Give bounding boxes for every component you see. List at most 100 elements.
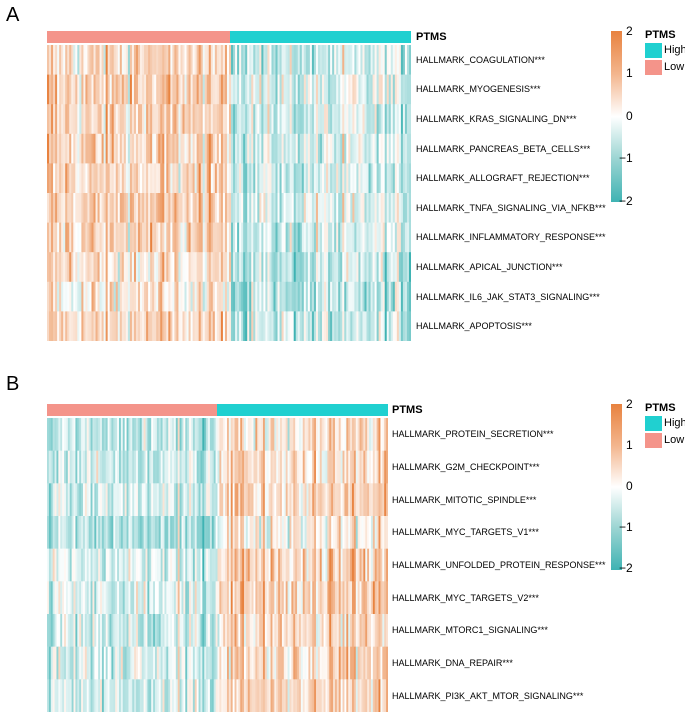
heatmap-cell — [189, 581, 192, 615]
heatmap-cell — [219, 548, 222, 582]
heatmap-cell — [73, 252, 76, 283]
heatmap-cell — [136, 450, 139, 484]
heatmap-cell — [270, 418, 273, 451]
heatmap-cell — [113, 646, 116, 680]
heatmap-cell — [374, 193, 378, 223]
heatmap-cell — [89, 252, 92, 283]
heatmap-cell — [48, 581, 52, 615]
heatmap-cell — [273, 74, 276, 105]
heatmap-cell — [181, 548, 184, 582]
heatmap-cell — [382, 516, 385, 549]
heatmap-cell — [166, 614, 169, 647]
heatmap-cell — [350, 252, 353, 283]
heatmap-cell — [336, 581, 340, 615]
heatmap-cell — [287, 581, 290, 615]
heatmap-cell — [132, 450, 135, 484]
heatmap-cell — [404, 193, 408, 223]
heatmap-cell — [376, 516, 379, 549]
heatmap-cell — [331, 614, 334, 647]
heatmap-cell — [73, 311, 76, 341]
heatmap-cell — [204, 548, 207, 582]
heatmap-cell — [172, 252, 175, 283]
heatmap-cell — [47, 450, 50, 484]
heatmap-cell — [184, 74, 187, 105]
heatmap-cell — [236, 679, 239, 712]
heatmap-cell — [57, 133, 60, 164]
heatmap-cell — [140, 45, 143, 75]
panel-a-legend-high-label: High — [664, 44, 685, 56]
heatmap-cell — [297, 483, 300, 517]
heatmap-cell — [139, 516, 143, 549]
heatmap-cell — [394, 104, 398, 135]
heatmap-cell — [338, 163, 341, 194]
heatmap-cell — [364, 193, 367, 223]
heatmap-cell — [135, 311, 139, 341]
heatmap-cell — [200, 45, 204, 75]
heatmap-cell — [307, 222, 311, 253]
heatmap-cell — [244, 418, 247, 451]
heatmap-cell — [220, 133, 224, 164]
heatmap-cell — [63, 281, 66, 312]
heatmap-cell — [257, 418, 260, 451]
heatmap-cell — [190, 193, 193, 223]
heatmap-cell — [204, 516, 207, 549]
heatmap-cell — [198, 548, 201, 582]
heatmap-cell — [307, 45, 311, 75]
heatmap-cell — [255, 252, 258, 283]
heatmap-cell — [133, 222, 137, 253]
heatmap-cell — [181, 450, 184, 484]
heatmap-cell — [103, 74, 107, 105]
heatmap-cell — [316, 548, 319, 582]
heatmap-cell — [321, 614, 324, 647]
heatmap-cell — [115, 311, 119, 341]
heatmap-cell — [143, 516, 146, 549]
heatmap-cell — [214, 133, 218, 164]
heatmap-cell — [55, 281, 58, 312]
heatmap-cell — [215, 516, 218, 549]
heatmap-cell — [204, 281, 208, 312]
heatmap-cell — [215, 581, 218, 615]
heatmap-cell — [267, 222, 270, 253]
heatmap-cell — [268, 418, 271, 451]
heatmap-cell — [69, 311, 72, 341]
heatmap-cell — [362, 252, 365, 283]
heatmap-cell — [121, 281, 125, 312]
heatmap-cell — [376, 252, 380, 283]
heatmap-cell — [180, 311, 183, 341]
heatmap-cell — [153, 646, 156, 680]
heatmap-cell — [267, 311, 270, 341]
heatmap-cell — [69, 483, 73, 517]
heatmap-cell — [48, 614, 52, 647]
heatmap-cell — [190, 483, 194, 517]
heatmap-cell — [230, 516, 234, 549]
heatmap-cell — [158, 483, 162, 517]
heatmap-cell — [79, 418, 82, 451]
heatmap-cell — [79, 516, 82, 549]
heatmap-cell — [148, 193, 151, 223]
heatmap-cell — [65, 45, 68, 75]
row-label: HALLMARK_IL6_JAK_STAT3_SIGNALING*** — [416, 291, 600, 302]
heatmap-cell — [117, 548, 120, 582]
heatmap-cell — [233, 45, 236, 75]
heatmap-cell — [96, 581, 99, 615]
heatmap-cell — [396, 133, 400, 164]
heatmap-cell — [115, 193, 119, 223]
heatmap-cell — [188, 222, 191, 253]
heatmap-cell — [62, 483, 65, 517]
heatmap-cell — [67, 193, 70, 223]
row-label: HALLMARK_MYC_TARGETS_V1*** — [392, 527, 539, 538]
heatmap-cell — [103, 133, 107, 164]
heatmap-cell — [289, 45, 293, 75]
heatmap-cell — [315, 311, 319, 341]
heatmap-cell — [297, 193, 301, 223]
heatmap-cell — [181, 418, 184, 451]
heatmap-cell — [346, 450, 349, 484]
heatmap-cell — [234, 548, 237, 582]
heatmap-cell — [196, 548, 199, 582]
heatmap-cell — [65, 483, 69, 517]
heatmap-cell — [95, 133, 98, 164]
heatmap-cell — [173, 679, 177, 712]
heatmap-cell — [176, 133, 179, 164]
heatmap-cell — [283, 252, 287, 283]
heatmap-cell — [69, 252, 72, 283]
